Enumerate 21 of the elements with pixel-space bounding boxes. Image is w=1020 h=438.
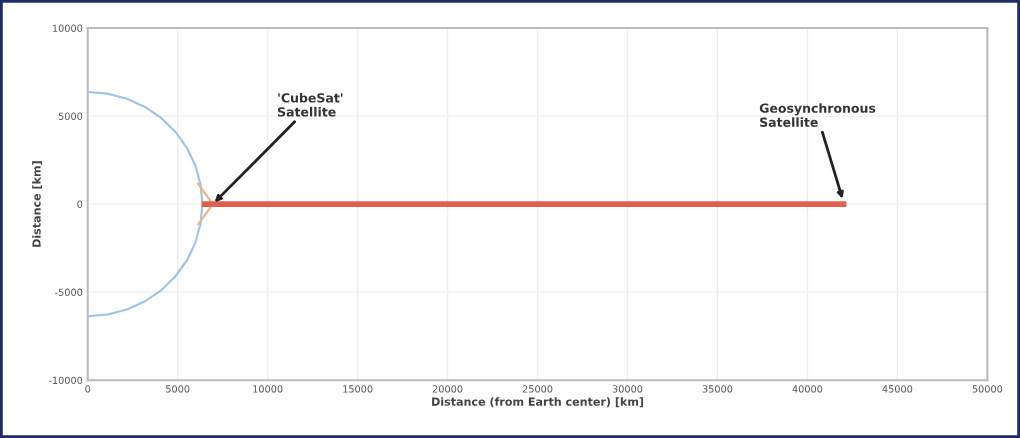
y-tick-label: 10000 <box>53 24 83 32</box>
y-tick-label: -5000 <box>55 288 83 296</box>
y-axis-title: Distance [km] <box>32 161 43 247</box>
line-series <box>87 90 204 318</box>
x-tick-label: 30000 <box>612 385 643 393</box>
y-tick-label: 5000 <box>58 112 83 120</box>
annotation: 'CubeSat' Satellite <box>277 92 343 117</box>
x-tick-label: 50000 <box>972 385 1003 393</box>
x-tick-label: 35000 <box>702 385 733 393</box>
y-tick-label: 0 <box>77 200 83 208</box>
annotation: Geosynchronous Satellite <box>759 103 876 127</box>
x-axis-title: Distance (from Earth center) [km] <box>432 397 644 408</box>
x-tick-label: 20000 <box>432 385 463 393</box>
x-tick-label: 40000 <box>792 385 823 393</box>
x-tick-label: 15000 <box>343 385 373 393</box>
x-tick-label: 10000 <box>253 385 283 393</box>
y-tick-label: -10000 <box>48 376 83 385</box>
x-tick-label: 0 <box>85 385 91 393</box>
x-tick-label: 25000 <box>522 385 553 393</box>
x-tick-label: 5000 <box>166 385 190 393</box>
x-tick-label: 45000 <box>882 385 913 393</box>
